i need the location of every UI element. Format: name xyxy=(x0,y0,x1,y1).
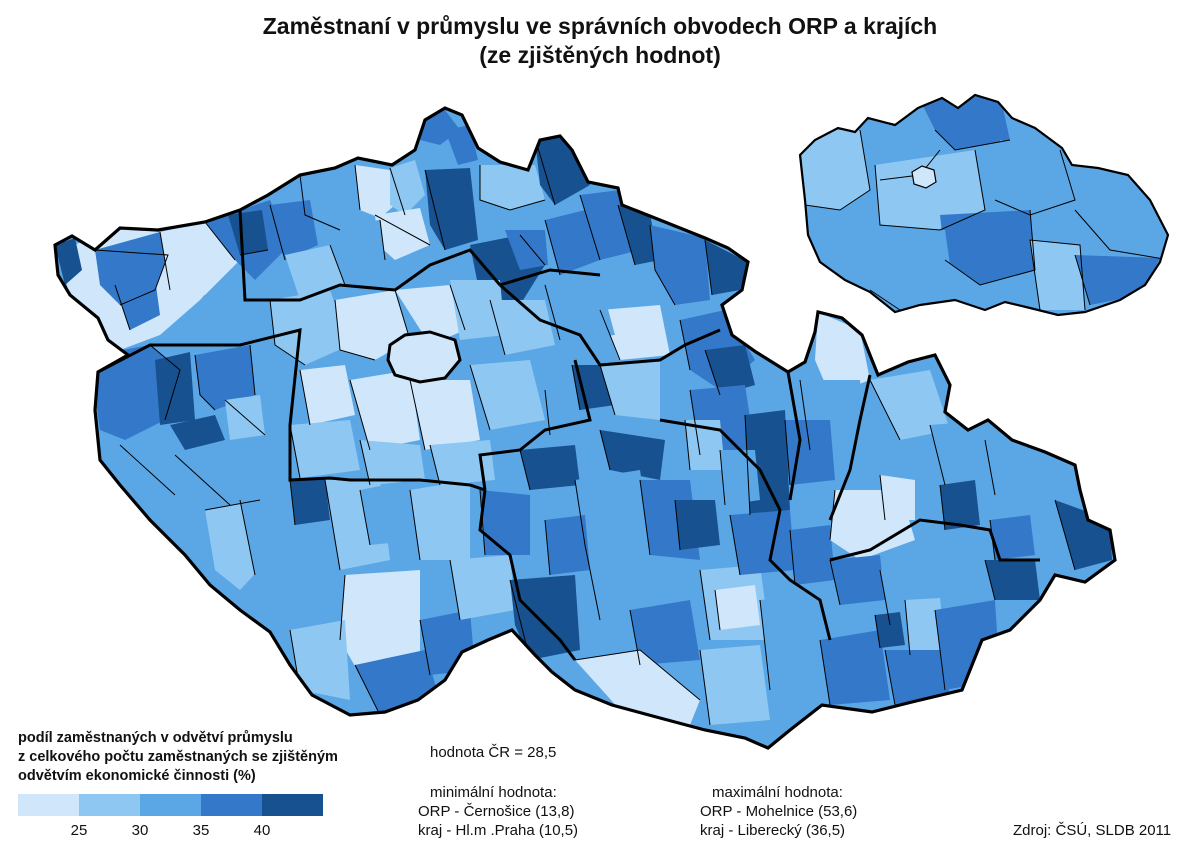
legend-tick-30: 30 xyxy=(131,822,149,839)
legend-tick-35: 35 xyxy=(192,822,210,839)
legend-tick-40: 40 xyxy=(253,822,271,839)
max-orp: ORP - Mohelnice (53,6) xyxy=(700,803,858,820)
region-borders xyxy=(97,209,1040,661)
legend-swatch-2 xyxy=(79,794,140,816)
map-subtitle: (ze zjištěných hodnot) xyxy=(479,42,721,68)
source-note: Zdroj: ČSÚ, SLDB 2011 xyxy=(1013,822,1172,839)
legend-swatch-1 xyxy=(18,794,79,816)
min-kraj: kraj - Hl.m .Praha (10,5) xyxy=(418,822,579,839)
orp-borders xyxy=(94,137,1076,726)
max-kraj: kraj - Liberecký (36,5) xyxy=(700,822,846,839)
cr-value: hodnota ČR = 28,5 xyxy=(430,744,557,761)
legend-title: podíl zaměstnaných v odvětví průmyslu z … xyxy=(18,730,338,784)
legend-swatch-5 xyxy=(262,794,323,816)
min-label: minimální hodnota: xyxy=(430,784,557,801)
legend-swatch-3 xyxy=(140,794,201,816)
legend-swatch-4 xyxy=(201,794,262,816)
max-label: maximální hodnota: xyxy=(712,784,843,801)
map-title: Zaměstnaní v průmyslu ve správních obvod… xyxy=(262,13,938,39)
legend-tick-25: 25 xyxy=(70,822,88,839)
min-orp: ORP - Černošice (13,8) xyxy=(418,803,575,820)
